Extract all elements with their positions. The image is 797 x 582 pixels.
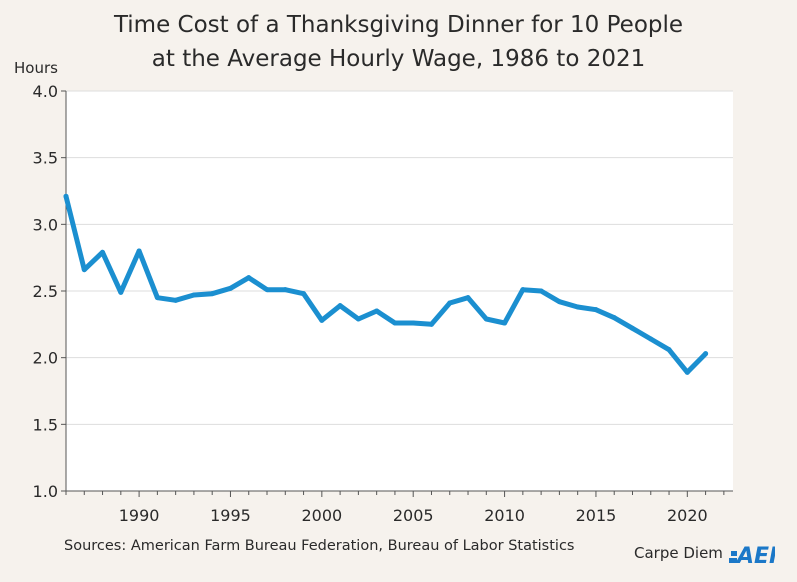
data-point-2007 (447, 300, 453, 306)
gridlines (66, 90, 733, 425)
source-note: Sources: American Farm Bureau Federation… (64, 538, 575, 554)
data-point-2017 (629, 325, 635, 331)
data-point-2011 (520, 287, 526, 293)
data-point-2005 (410, 320, 416, 326)
data-point-1997 (264, 287, 270, 293)
data-point-2018 (648, 336, 654, 342)
data-point-1991 (154, 295, 160, 301)
y-axis-label: Hours (14, 59, 58, 77)
data-point-2020 (684, 369, 690, 375)
brand-text: Carpe Diem (634, 544, 723, 562)
data-point-1986 (63, 193, 69, 199)
y-tick-label: 3.0 (33, 215, 58, 234)
data-point-2021 (703, 351, 709, 357)
chart-title-line-2: at the Average Hourly Wage, 1986 to 2021 (151, 46, 646, 72)
y-axis-ticks: 1.0 1.5 2.0 2.5 3.0 3.5 4.0 (33, 82, 66, 501)
data-point-1992 (173, 297, 179, 303)
data-point-2001 (337, 303, 343, 309)
data-point-1999 (301, 291, 307, 297)
data-point-2016 (611, 315, 617, 321)
data-point-2019 (666, 347, 672, 353)
data-point-2002 (355, 316, 361, 322)
y-tick-label: 3.5 (33, 149, 58, 168)
x-tick-label: 2010 (484, 506, 525, 525)
data-point-2000 (319, 317, 325, 323)
data-point-1996 (246, 275, 252, 281)
data-point-1994 (209, 291, 215, 297)
chart-title: Time Cost of a Thanksgiving Dinner for 1… (0, 8, 797, 76)
x-tick-label: 1990 (119, 506, 160, 525)
data-point-1987 (81, 267, 87, 273)
y-tick-label: 1.5 (33, 415, 58, 434)
data-point-2006 (428, 321, 434, 327)
x-tick-label: 1995 (210, 506, 251, 525)
data-point-1993 (191, 292, 197, 298)
x-tick-label: 2000 (301, 506, 342, 525)
data-point-1988 (100, 249, 106, 255)
data-point-2015 (593, 307, 599, 313)
x-tick-label: 2020 (667, 506, 708, 525)
data-point-2008 (465, 295, 471, 301)
data-point-2003 (374, 308, 380, 314)
data-point-2004 (392, 320, 398, 326)
y-tick-label: 2.0 (33, 349, 58, 368)
data-point-2009 (483, 316, 489, 322)
data-points (63, 193, 709, 375)
data-point-1990 (136, 248, 142, 254)
y-tick-label: 4.0 (33, 82, 58, 101)
brand: Carpe Diem AEI (634, 540, 775, 566)
aei-logo-text: AEI (735, 544, 775, 566)
data-point-2013 (556, 299, 562, 305)
chart-title-line-1: Time Cost of a Thanksgiving Dinner for 1… (113, 12, 684, 38)
data-point-2012 (538, 288, 544, 294)
x-axis-ticks: 1990 1995 2000 2005 2010 2015 2020 (65, 491, 725, 525)
data-point-1989 (118, 289, 124, 295)
x-tick-label: 2015 (576, 506, 617, 525)
data-point-2010 (502, 320, 508, 326)
data-point-1995 (227, 285, 233, 291)
aei-logo-icon: AEI (728, 544, 775, 566)
data-point-2014 (575, 304, 581, 310)
series-line (63, 193, 709, 375)
y-tick-label: 1.0 (33, 482, 58, 501)
x-tick-label: 2005 (393, 506, 434, 525)
y-tick-label: 2.5 (33, 282, 58, 301)
data-point-1998 (282, 287, 288, 293)
